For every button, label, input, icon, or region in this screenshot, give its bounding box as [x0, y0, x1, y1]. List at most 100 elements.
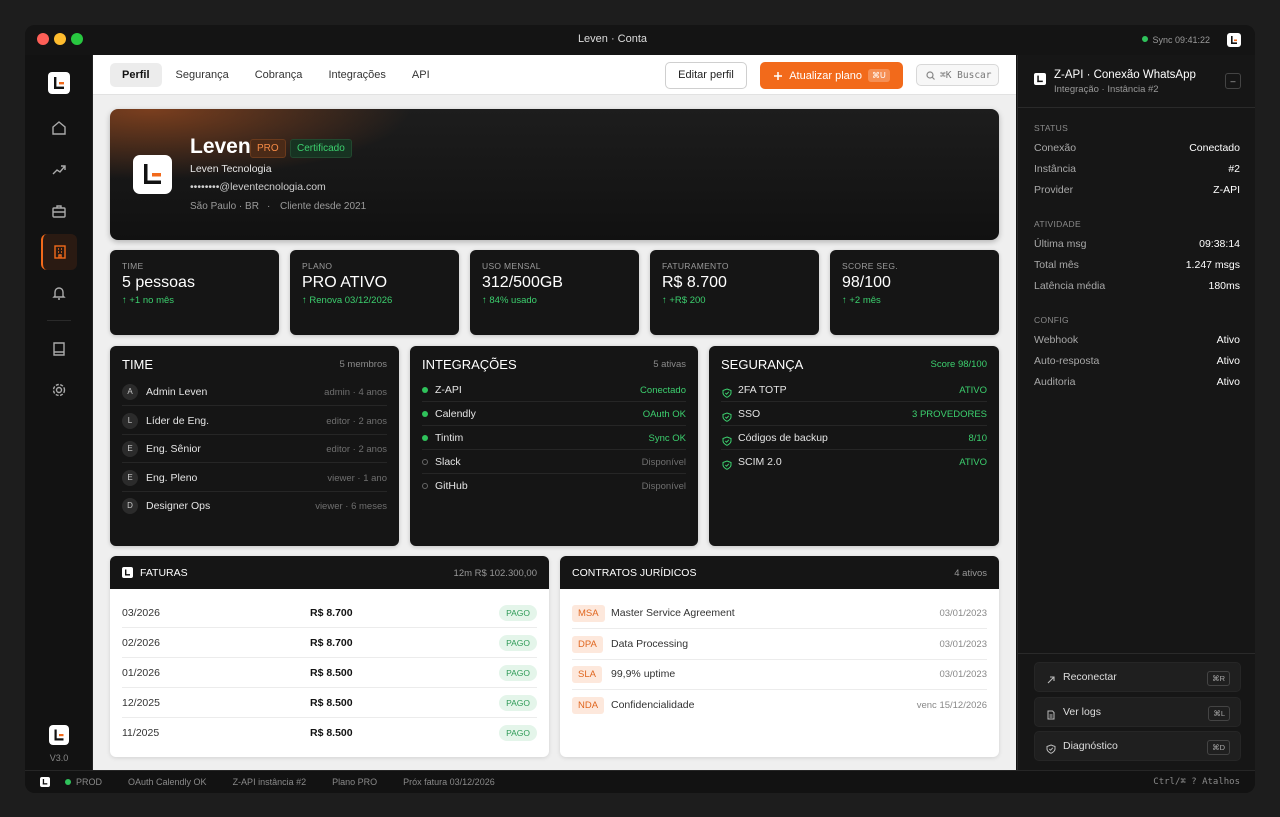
nav-company[interactable] [41, 234, 77, 270]
integration-name[interactable]: GitHub [435, 480, 468, 492]
separator [1018, 107, 1255, 108]
detail-value: 180ms [1208, 280, 1240, 292]
member-name[interactable]: Eng. Pleno [146, 471, 198, 484]
security-item[interactable]: 2FA TOTP [738, 384, 787, 396]
separator [1018, 653, 1255, 654]
contract-name[interactable]: Master Service Agreement [611, 607, 735, 619]
stat-value: PRO ATIVO [302, 274, 388, 291]
invoice-period: 11/2025 [122, 727, 160, 739]
panel-button[interactable]: Diagnóstico ⌘D [1034, 731, 1241, 761]
sync-time: Sync 09:41:22 [1152, 35, 1210, 45]
status-dot [422, 411, 428, 417]
tab[interactable]: API [411, 69, 430, 81]
status-dot [422, 483, 428, 489]
stat-label: SCORE SEG. [842, 261, 898, 271]
stat-value: 5 pessoas [122, 274, 195, 291]
upgrade-button[interactable]: Atualizar plano ⌘U [760, 62, 903, 89]
integration-status: Disponível [641, 481, 686, 492]
panel-title: FATURAS [140, 567, 188, 579]
row-separator [572, 628, 987, 629]
upgrade-label: Atualizar plano [789, 69, 862, 82]
panel-title: Z-API · Conexão WhatsApp [1054, 69, 1196, 81]
security-score: Score 98/100 [930, 359, 987, 370]
email: ••••••••@leventecnologia.com [190, 181, 326, 193]
app-logo [1227, 33, 1241, 47]
panel-header: CONTRATOS JURÍDICOS 4 ativos [560, 556, 999, 589]
security-item[interactable]: SSO [738, 408, 761, 420]
member-name[interactable]: Admin Leven [146, 386, 208, 398]
contract-tag: MSA [572, 605, 605, 622]
window-title: Leven · Conta [577, 33, 648, 45]
member-name[interactable]: Eng. Sênior [146, 443, 201, 455]
security-item[interactable]: SCIM 2.0 [738, 456, 782, 468]
button-shortcut: ⌘R [1207, 671, 1230, 686]
invoices-icon [122, 567, 133, 578]
stat-delta: ↑ +R$ 200 [662, 295, 706, 306]
member-role: viewer · 6 meses [315, 501, 387, 512]
row-separator [122, 687, 537, 688]
tab[interactable]: Cobrança [254, 69, 303, 81]
integration-name[interactable]: Calendly [435, 408, 476, 420]
stat-value: 98/100 [842, 274, 891, 291]
panel-close[interactable]: – [1225, 73, 1241, 89]
contracts-panel: CONTRATOS JURÍDICOS 4 ativos MSA Master S… [560, 556, 999, 757]
stat-card: SCORE SEG. 98/100 ↑ +2 mês [830, 250, 999, 335]
stat-label: PLANO [302, 261, 333, 271]
integration-status: Sync OK [648, 433, 687, 444]
avatar: E [122, 441, 138, 457]
nav-analytics[interactable] [41, 152, 77, 188]
invoice-period: 12/2025 [122, 697, 160, 709]
panel-button[interactable]: Reconectar ⌘R [1034, 662, 1241, 692]
contract-tag: SLA [572, 666, 602, 683]
integration-name[interactable]: Tintim [435, 432, 464, 444]
panel-button[interactable]: Ver logs ⌘L [1034, 696, 1241, 727]
row-separator [422, 449, 686, 450]
integration-name[interactable]: Slack [435, 456, 461, 468]
contract-name[interactable]: Data Processing [611, 637, 689, 650]
detail-value: 1.247 msgs [1185, 259, 1240, 271]
edit-profile-button[interactable]: Editar perfil [665, 62, 747, 89]
nav-notifications[interactable] [41, 275, 77, 311]
detail-value: Ativo [1216, 334, 1240, 346]
integration-name[interactable]: Z-API [435, 384, 462, 396]
button-icon [1046, 741, 1056, 754]
contract-name[interactable]: Confidencialidade [611, 698, 695, 711]
tab[interactable]: Perfil [110, 63, 162, 87]
stat-label: USO MENSAL [482, 261, 541, 271]
sidebar-logo [48, 72, 70, 94]
detail-value: 09:38:14 [1199, 238, 1240, 250]
panel-title: INTEGRAÇÕES [422, 357, 517, 372]
tab[interactable]: Segurança [175, 69, 229, 81]
member-name[interactable]: Designer Ops [146, 500, 211, 512]
status-item: Plano PRO [332, 777, 378, 787]
zoom-light[interactable] [71, 33, 83, 45]
avatar: D [122, 498, 138, 514]
plus-icon [774, 71, 783, 80]
nav-home[interactable] [41, 110, 77, 146]
close-light[interactable] [37, 33, 49, 45]
search-icon [926, 70, 935, 80]
integrations-panel: INTEGRAÇÕES 5 ativas Z-API Conectado Calen… [410, 346, 698, 546]
row-separator [422, 473, 686, 474]
app-window: Leven · Conta Sync 09:41:22 V3.0 Perfil S… [25, 25, 1255, 793]
search-box[interactable]: ⌘K Buscar [916, 64, 999, 86]
invoice-amount: R$ 8.700 [310, 607, 353, 619]
security-item[interactable]: Códigos de backup [738, 432, 828, 444]
contract-name[interactable]: 99,9% uptime [611, 668, 676, 680]
member-name[interactable]: Líder de Eng. [146, 414, 210, 427]
stat-delta: ↑ 84% usado [482, 295, 537, 306]
nav-business[interactable] [41, 193, 77, 229]
minimize-light[interactable] [54, 33, 66, 45]
security-status: 8/10 [968, 433, 988, 444]
avatar: A [122, 384, 138, 400]
stat-label: FATURAMENTO [662, 261, 729, 271]
button-label: Reconectar [1063, 671, 1117, 683]
nav-docs[interactable] [41, 331, 77, 367]
invoice-period: 03/2026 [122, 607, 160, 619]
shortcuts-help[interactable]: Ctrl/⌘ ? Atalhos [1153, 777, 1240, 787]
nav-settings[interactable] [41, 372, 77, 408]
stat-value: R$ 8.700 [662, 274, 727, 291]
panel-title: TIME [122, 357, 154, 372]
row-separator [122, 462, 387, 463]
tab[interactable]: Integrações [328, 69, 386, 81]
